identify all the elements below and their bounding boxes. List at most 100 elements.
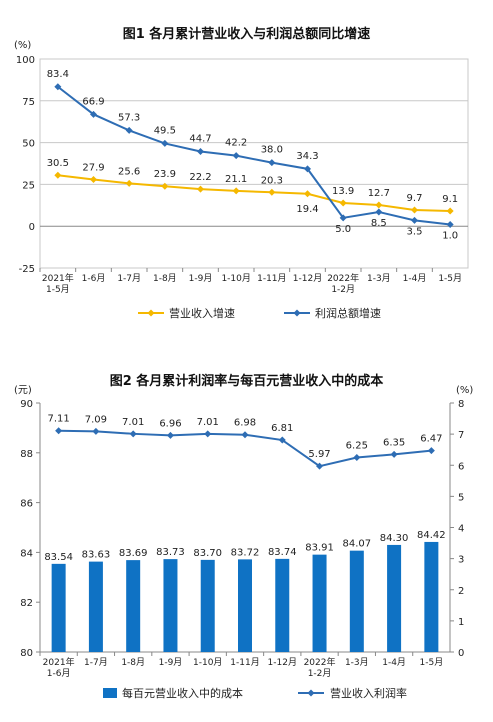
data-point [92, 427, 100, 435]
data-label: 27.9 [82, 163, 104, 174]
legend-marker [293, 309, 301, 317]
data-point [54, 83, 62, 91]
bar-label: 83.72 [231, 547, 260, 558]
data-label: 1.0 [442, 231, 458, 242]
x-tick-label: 1-8月 [153, 273, 177, 284]
data-label: 13.9 [332, 186, 354, 197]
data-point [166, 431, 174, 439]
bar-label: 83.63 [82, 550, 111, 561]
data-point [197, 185, 204, 193]
y-axis-unit: (元) [14, 385, 32, 396]
x-tick-label: 2022年 1-2月 [327, 272, 359, 295]
x-tick-label: 1-3月 [345, 657, 369, 668]
data-label: 34.3 [296, 151, 318, 162]
data-point [446, 221, 454, 229]
data-point [390, 450, 398, 458]
bar [88, 561, 103, 652]
data-point [268, 159, 276, 167]
x-tick-label: 1-6月 [82, 273, 106, 284]
bar [349, 550, 364, 652]
data-label: 7.01 [122, 417, 144, 428]
y-tick-label: 50 [22, 139, 35, 150]
data-point [125, 126, 133, 134]
y-right-tick-label: 1 [458, 617, 464, 628]
data-label: 6.47 [420, 434, 442, 445]
bar [126, 560, 141, 652]
x-tick-label: 1-12月 [293, 273, 322, 284]
x-tick-label: 1-9月 [189, 273, 213, 284]
data-label: 9.1 [442, 194, 458, 205]
y-right-tick-label: 3 [458, 555, 464, 566]
data-label: 83.4 [47, 69, 69, 80]
x-tick-label: 1-4月 [403, 273, 427, 284]
data-point [411, 216, 418, 224]
data-label: 8.5 [371, 218, 387, 229]
chart-2-plot: 90 88 86 84 82 80 8 7 6 5 4 3 2 1 0 (元) (%) 2021年 1-6月 1-7月… [14, 385, 473, 700]
y-tick-label: 86 [20, 499, 33, 510]
bar-label: 83.69 [119, 548, 148, 559]
chart-profit-margin-cost: 图2 各月累计利润率与每百元营业收入中的成本 90 88 86 84 82 80 8 7 6 5 4… [0, 360, 493, 722]
data-label: 6.25 [346, 440, 368, 451]
x-tick-label: 2022年 1-2月 [304, 656, 336, 679]
data-point [278, 436, 286, 444]
bar-label: 84.42 [417, 530, 446, 541]
data-label: 19.4 [296, 204, 318, 215]
chart-title: 图1 各月累计营业收入与利润总额同比增速 [122, 27, 371, 42]
x-tick-label: 1-4月 [382, 657, 406, 668]
data-label: 21.1 [225, 174, 247, 185]
data-label: 9.7 [407, 193, 423, 204]
bar-label: 83.74 [268, 547, 297, 558]
bar-label: 84.07 [342, 539, 371, 550]
bar [200, 559, 215, 652]
series-line-1 [57, 85, 451, 226]
bar [275, 558, 290, 652]
data-label: 42.2 [225, 138, 247, 149]
data-point [129, 430, 137, 438]
bar [163, 559, 178, 652]
y-tick-label: 82 [20, 598, 33, 609]
x-tick-label: 1-11月 [230, 657, 259, 668]
y-tick-label: 0 [29, 222, 35, 233]
x-tick-label: 1-5月 [438, 273, 462, 284]
x-tick-label: 1-10月 [221, 273, 250, 284]
data-point [125, 179, 133, 187]
bar [387, 544, 402, 652]
x-tick-label: 2021年 1-6月 [43, 656, 75, 679]
data-point [161, 139, 169, 147]
data-point [304, 190, 311, 198]
data-label: 44.7 [189, 133, 211, 144]
data-point [339, 214, 347, 222]
data-label: 5.97 [308, 449, 330, 460]
y-right-tick-label: 2 [458, 586, 464, 597]
data-point [197, 147, 204, 155]
data-point [55, 427, 63, 435]
bar-label: 83.91 [305, 543, 334, 554]
data-label: 6.98 [234, 418, 256, 429]
data-point [90, 110, 97, 118]
data-point [54, 171, 62, 179]
data-point [161, 182, 169, 190]
data-label: 23.9 [154, 169, 176, 180]
data-label: 6.35 [383, 437, 405, 448]
y-right-tick-label: 5 [458, 492, 464, 503]
data-label: 6.81 [271, 423, 293, 434]
data-point [375, 208, 383, 216]
data-label: 12.7 [368, 188, 390, 199]
legend-marker [307, 689, 315, 697]
x-tick-label: 1-7月 [84, 657, 108, 668]
bar [312, 554, 327, 652]
data-point [316, 462, 324, 470]
data-point [241, 431, 249, 439]
y-right-tick-label: 0 [458, 648, 464, 659]
data-label: 25.6 [118, 166, 140, 177]
x-tick-label: 1-5月 [420, 657, 444, 668]
bar-label: 84.30 [380, 533, 409, 544]
y-right-axis-unit: (%) [456, 385, 473, 396]
legend-label: 每百元营业收入中的成本 [122, 686, 243, 700]
data-point [339, 199, 347, 207]
y-tick-label: -25 [19, 264, 35, 275]
data-point [375, 201, 383, 209]
x-tick-label: 1-8月 [121, 657, 145, 668]
x-tick-label: 1-10月 [193, 657, 222, 668]
y-right-tick-label: 8 [458, 399, 464, 410]
